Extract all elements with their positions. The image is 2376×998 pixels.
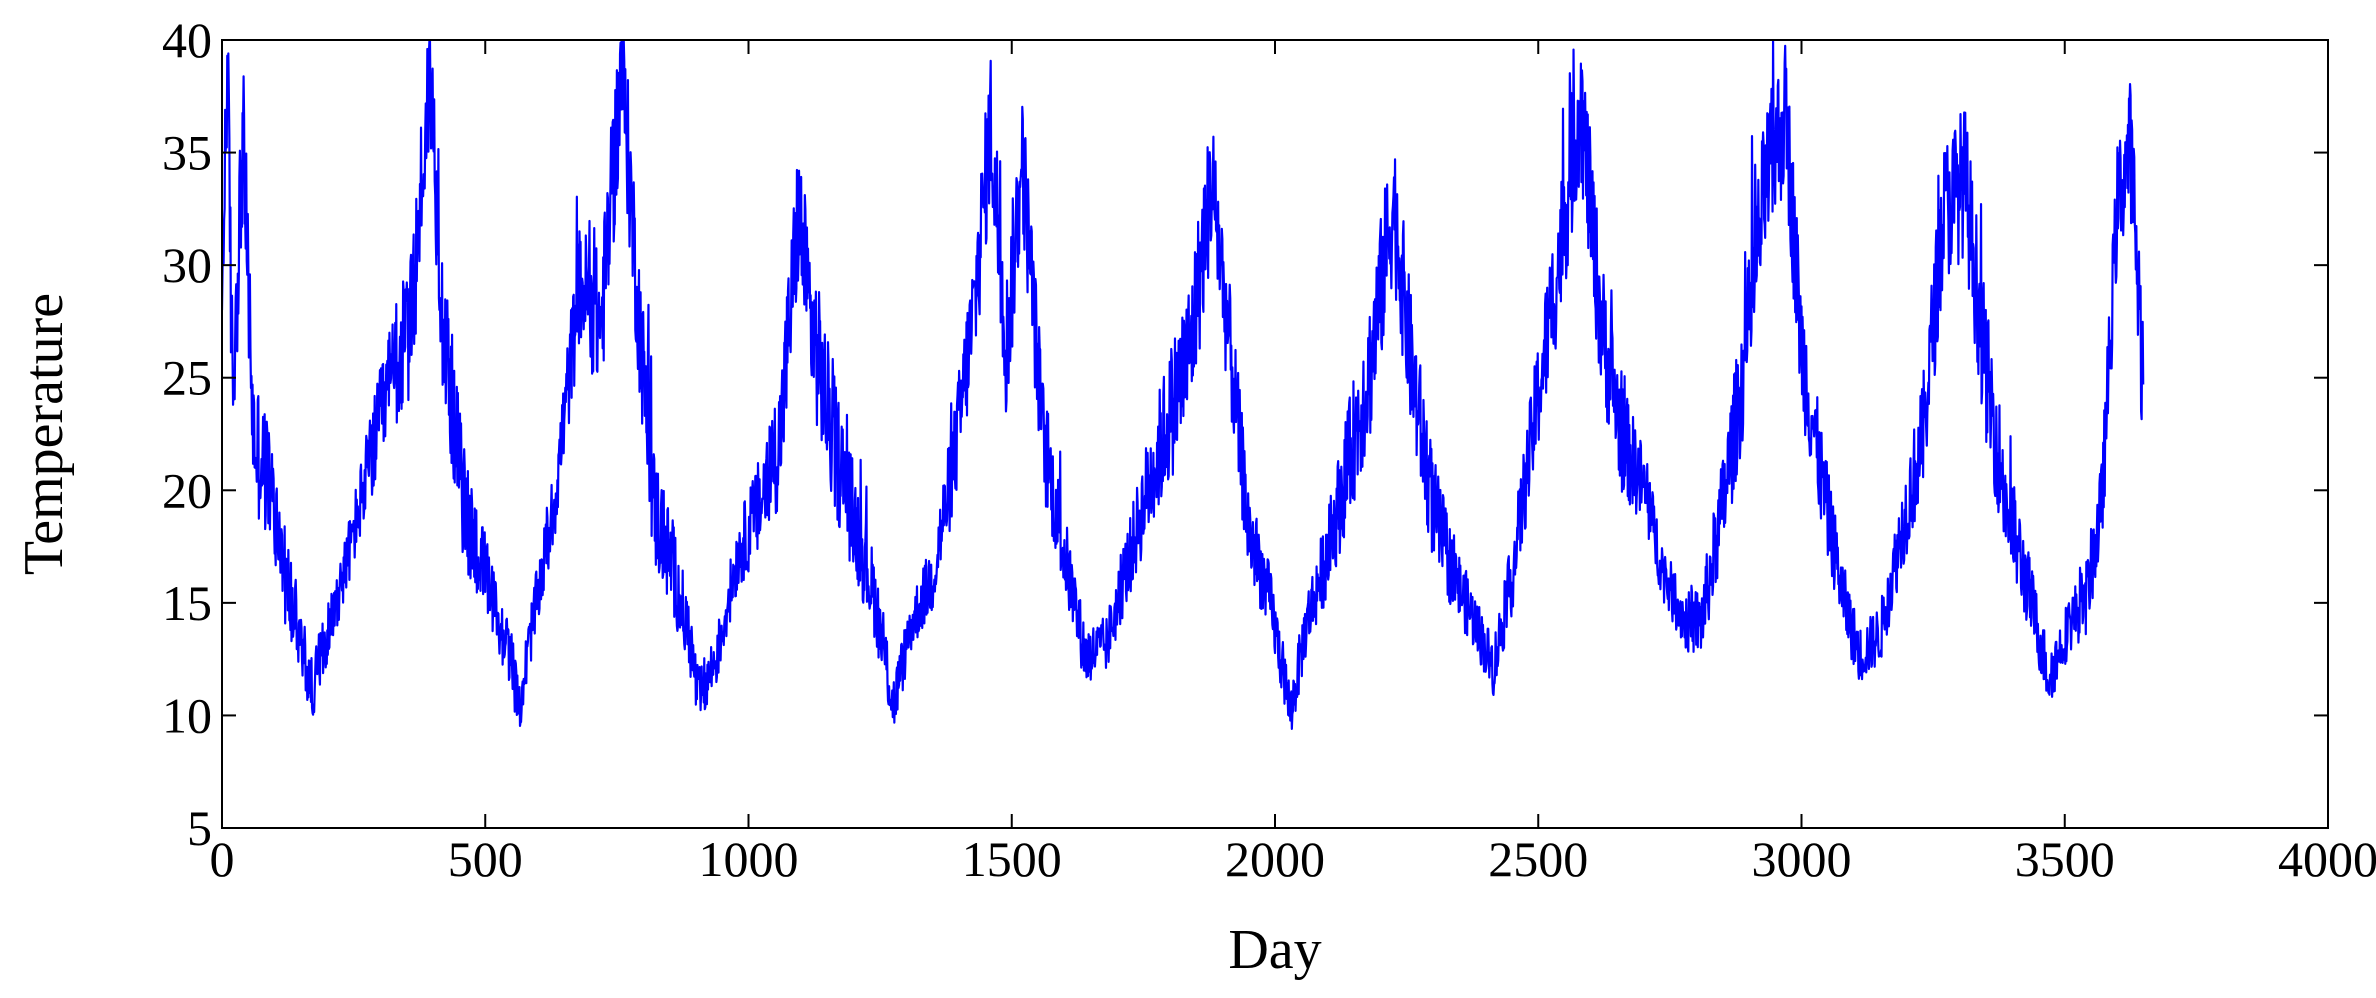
- y-tick-label: 10: [162, 687, 212, 743]
- x-axis-label: Day: [1228, 919, 1321, 981]
- x-tick-label: 3500: [2015, 831, 2115, 887]
- plot-area: [222, 40, 2145, 730]
- y-axis-label: Temperature: [13, 293, 75, 575]
- x-tick-label: 1500: [962, 831, 1062, 887]
- x-tick-label: 4000: [2278, 831, 2376, 887]
- y-tick-label: 40: [162, 12, 212, 68]
- x-tick-label: 2000: [1225, 831, 1325, 887]
- y-axis-ticks: 5 10 15 20 25 30 35 40: [162, 12, 2328, 856]
- y-tick-label: 35: [162, 125, 212, 181]
- y-tick-label: 5: [187, 800, 212, 856]
- x-tick-label: 0: [210, 831, 235, 887]
- y-tick-label: 30: [162, 237, 212, 293]
- temperature-series-line: [222, 40, 2145, 730]
- x-tick-label: 1000: [699, 831, 799, 887]
- y-tick-label: 25: [162, 350, 212, 406]
- x-tick-label: 2500: [1488, 831, 1588, 887]
- y-tick-label: 20: [162, 462, 212, 518]
- y-tick-label: 15: [162, 575, 212, 631]
- x-axis-ticks: 0 500 1000 1500 2000 2500 3000 3500 4000: [210, 40, 2376, 887]
- x-tick-label: 500: [448, 831, 523, 887]
- x-tick-label: 3000: [1752, 831, 1852, 887]
